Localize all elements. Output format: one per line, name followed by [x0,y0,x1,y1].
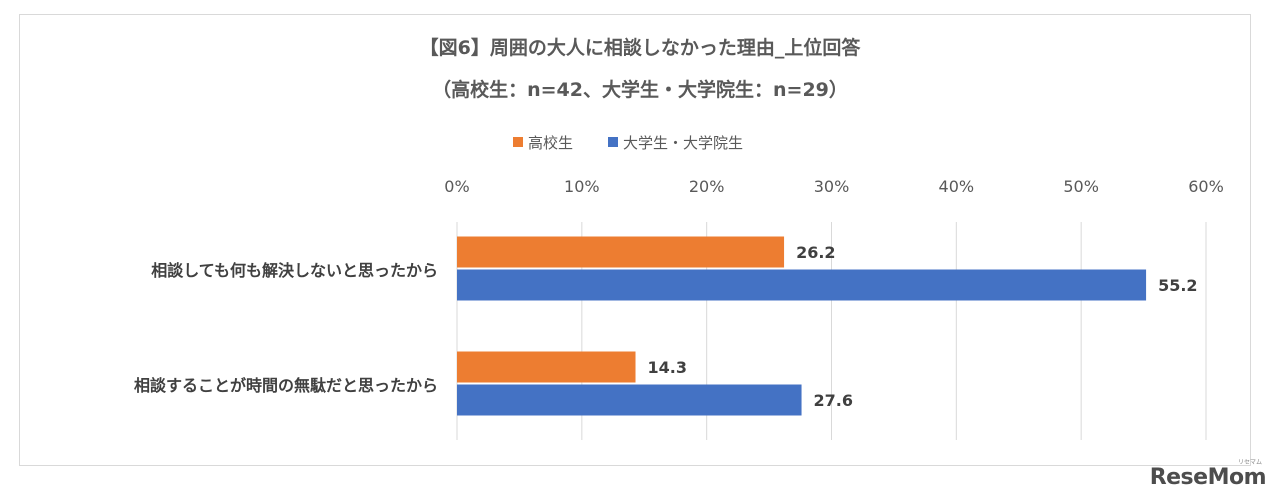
chart-subtitle: （高校生：n=42、大学生・大学院生：n=29） [432,78,848,101]
logo-subtext: リセマム [1237,459,1262,466]
category-label: 相談しても何も解決しないと思ったから [151,261,438,280]
legend-label-university: 大学生・大学院生 [623,134,743,152]
data-label: 26.2 [796,243,835,262]
legend-label-high-school: 高校生 [528,134,573,152]
x-tick-label: 30% [814,177,850,196]
bar [457,384,802,416]
data-label: 14.3 [648,358,687,377]
x-tick-label: 50% [1063,177,1099,196]
x-tick-label: 20% [689,177,725,196]
data-label: 55.2 [1158,276,1197,295]
resemom-logo: ReseMom [1149,465,1267,490]
x-tick-label: 40% [939,177,975,196]
x-axis-ticks: 0% 10% 20% 30% 40% 50% 60% [444,177,1223,196]
legend-swatch-high-school [513,137,523,147]
bars [457,236,1147,416]
category-label: 相談することが時間の無駄だと思ったから [134,376,438,395]
bar [457,269,1147,301]
bar [457,351,636,383]
bar [457,236,785,268]
data-labels: 26.2 55.2 14.3 27.6 [648,243,1198,410]
x-tick-label: 60% [1188,177,1224,196]
legend-swatch-university [608,137,618,147]
legend: 高校生 大学生・大学院生 [513,134,743,152]
data-label: 27.6 [814,391,853,410]
x-tick-label: 0% [444,177,469,196]
chart-title: 【図6】周囲の大人に相談しなかった理由_上位回答 [420,36,862,59]
x-tick-label: 10% [564,177,600,196]
